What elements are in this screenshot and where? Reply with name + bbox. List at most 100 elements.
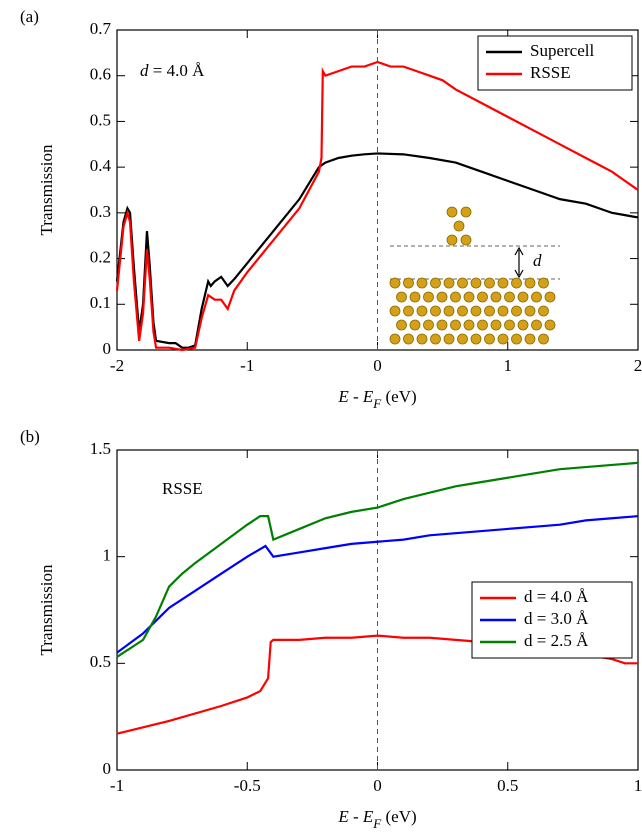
atom: [409, 319, 421, 331]
atom: [443, 277, 455, 289]
y-tick-label: 1: [103, 546, 112, 565]
atom: [538, 305, 549, 317]
atom: [470, 305, 482, 317]
x-tick-label: 0: [373, 776, 382, 795]
inset-structure: d: [389, 206, 560, 345]
atom: [409, 291, 421, 303]
legend-label: Supercell: [530, 41, 594, 60]
x-tick-label: 0: [373, 356, 382, 375]
atom: [430, 333, 441, 345]
atom: [450, 291, 461, 303]
atom: [484, 277, 495, 289]
atom: [504, 319, 515, 331]
atom: [396, 319, 407, 331]
x-tick-label: 2: [634, 356, 642, 375]
atom: [450, 319, 461, 331]
annotation: d = 4.0 Å: [140, 61, 205, 80]
legend-box: [477, 35, 633, 91]
x-tick-label: 0.5: [497, 776, 518, 795]
x-tick-label: -1: [240, 356, 254, 375]
atom: [511, 333, 522, 345]
y-tick-label: 0.4: [90, 156, 112, 175]
y-tick-label: 1.5: [90, 439, 111, 458]
atom: [544, 291, 556, 303]
atom: [389, 333, 401, 345]
x-axis-label-part: (eV): [381, 387, 416, 406]
atom: [497, 277, 509, 289]
y-tick-label: 0.2: [90, 247, 111, 266]
atom: [490, 291, 502, 303]
atom: [436, 291, 448, 303]
slab: [389, 277, 556, 345]
atom: [457, 305, 468, 317]
atom: [511, 277, 522, 289]
atom: [443, 333, 455, 345]
y-tick-label: 0: [103, 759, 112, 778]
atom: [497, 333, 509, 345]
atom: [403, 277, 414, 289]
atom: [477, 291, 488, 303]
atom: [416, 277, 428, 289]
atom: [436, 319, 448, 331]
atoms: [446, 206, 472, 246]
legend-label: RSSE: [530, 63, 571, 82]
x-tick-label: -2: [110, 356, 124, 375]
atom: [544, 319, 556, 331]
atom: [416, 305, 428, 317]
atom: [463, 291, 475, 303]
x-axis-label-part: E: [337, 807, 349, 826]
y-tick-label: 0.5: [90, 652, 111, 671]
x-axis-label-part: (eV): [381, 807, 416, 826]
atom: [531, 291, 542, 303]
inset-arrowheads: [514, 246, 524, 279]
series-line: [116, 461, 639, 658]
atom: [403, 333, 414, 345]
y-tick-label: 0.1: [90, 293, 111, 312]
legend-label: d = 4.0 Å: [524, 587, 589, 606]
atom: [524, 305, 536, 317]
panel-label: (a): [20, 7, 39, 26]
y-tick-label: 0.6: [90, 65, 111, 84]
atom: [457, 277, 468, 289]
atom: [423, 291, 434, 303]
x-tick-label: 1: [634, 776, 642, 795]
atom: [490, 319, 502, 331]
atom: [463, 319, 475, 331]
x-axis-label-part: -: [349, 807, 363, 826]
inset-label: d: [533, 251, 542, 270]
x-tick-label: -1: [110, 776, 124, 795]
atom: [517, 319, 529, 331]
atom: [430, 305, 441, 317]
y-tick-label: 0.5: [90, 110, 111, 129]
series-line: [115, 152, 639, 349]
y-axis-label: Transmission: [37, 564, 56, 656]
x-axis-label-part: E: [362, 807, 374, 826]
atom: [389, 277, 401, 289]
x-axis-label-part: -: [349, 387, 363, 406]
atom: [484, 305, 495, 317]
atom: [531, 319, 542, 331]
series-line: [115, 60, 639, 352]
atom: [511, 305, 522, 317]
annotation-part: RSSE: [162, 479, 203, 498]
atom: [443, 305, 455, 317]
y-tick-label: 0.3: [90, 202, 111, 221]
x-tick-label: 1: [504, 356, 513, 375]
y-tick-label: 0: [103, 339, 112, 358]
x-axis-label: E - EF (eV): [337, 387, 416, 412]
legend-label: d = 3.0 Å: [524, 609, 589, 628]
atom: [504, 291, 515, 303]
atom: [538, 333, 549, 345]
y-tick-label: 0.7: [90, 19, 112, 38]
panel-label: (b): [20, 427, 40, 446]
annotation: RSSE: [162, 479, 203, 498]
atom: [423, 319, 434, 331]
atom: [396, 291, 407, 303]
atom: [497, 305, 509, 317]
x-axis-label-part: F: [372, 396, 382, 411]
x-axis-label-part: F: [372, 816, 382, 831]
atom: [538, 277, 549, 289]
atom: [416, 333, 428, 345]
